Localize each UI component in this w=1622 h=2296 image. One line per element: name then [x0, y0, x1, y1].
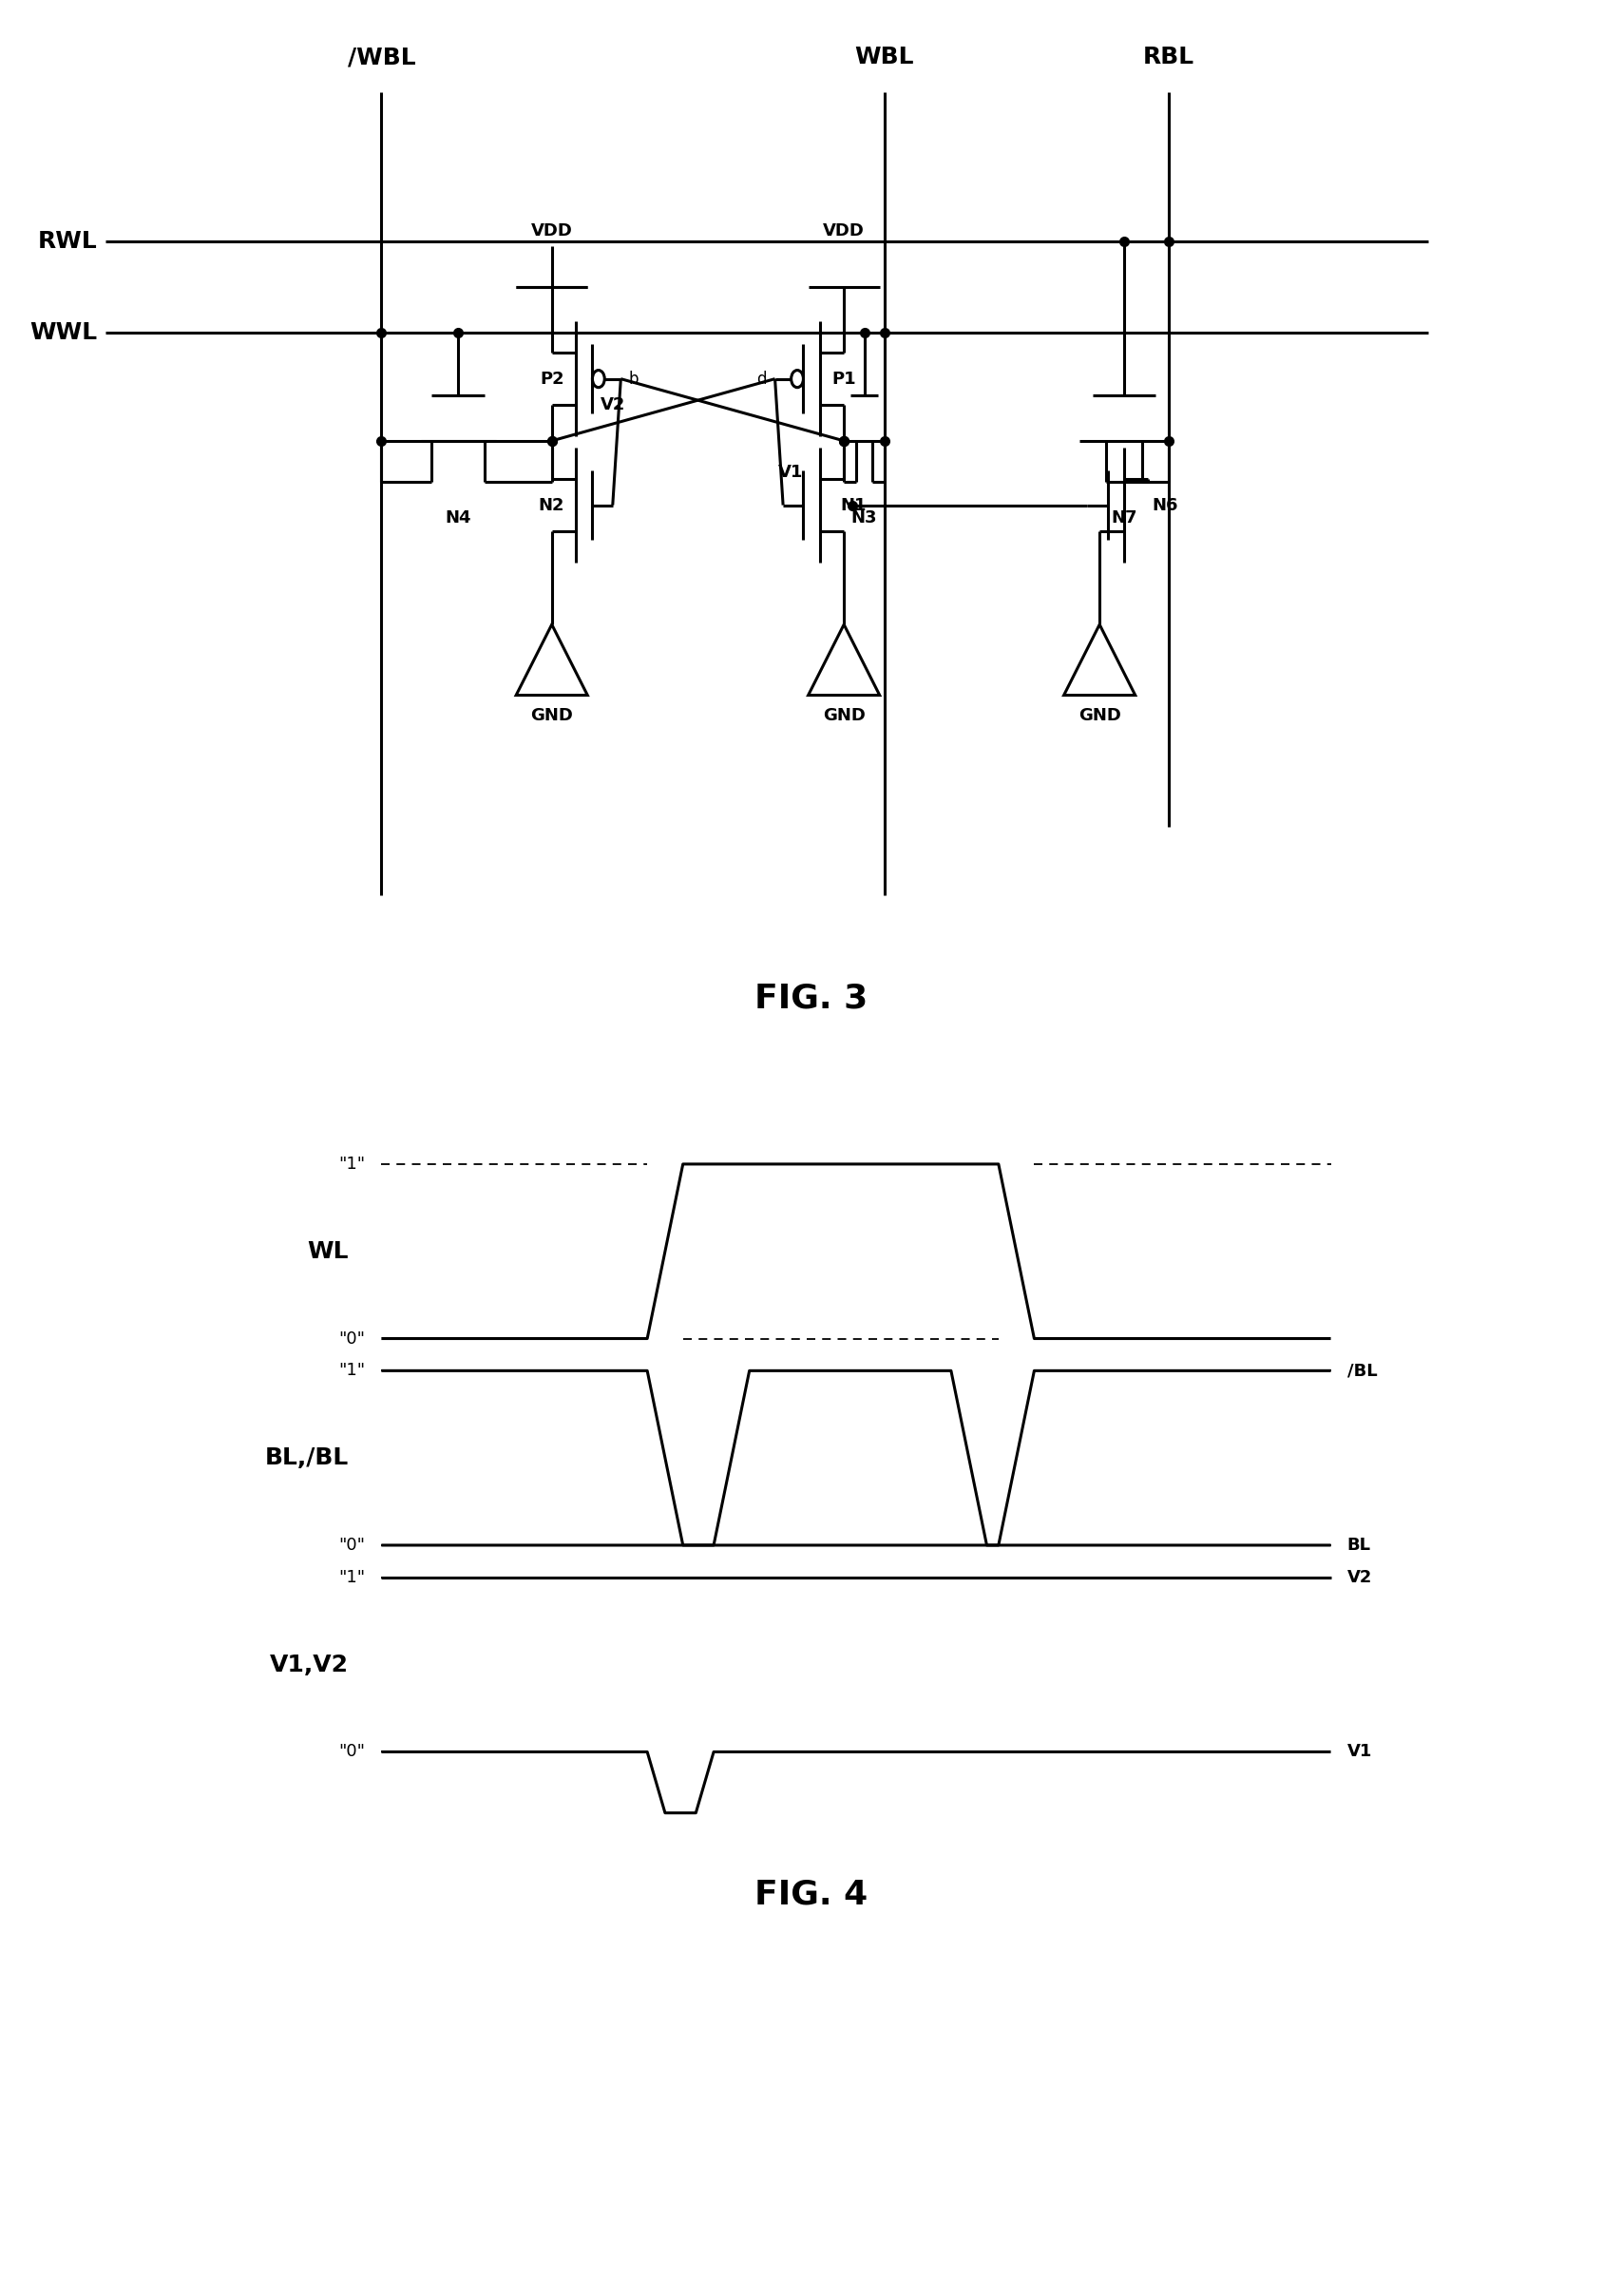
- Text: "0": "0": [339, 1329, 365, 1348]
- Text: RWL: RWL: [37, 230, 97, 253]
- Text: V2: V2: [1346, 1568, 1371, 1587]
- Text: P2: P2: [539, 370, 564, 388]
- Text: BL,/BL: BL,/BL: [264, 1446, 349, 1469]
- Text: N3: N3: [850, 510, 878, 526]
- Text: WBL: WBL: [855, 46, 913, 69]
- Text: N4: N4: [444, 510, 470, 526]
- Text: WWL: WWL: [29, 321, 97, 344]
- Text: GND: GND: [1077, 707, 1121, 723]
- Text: d: d: [756, 370, 767, 388]
- Text: "0": "0": [339, 1536, 365, 1554]
- Text: VDD: VDD: [530, 223, 573, 239]
- Text: RBL: RBL: [1142, 46, 1194, 69]
- Text: N6: N6: [1152, 496, 1178, 514]
- Text: FIG. 4: FIG. 4: [754, 1878, 868, 1910]
- Text: "0": "0": [339, 1743, 365, 1761]
- Text: GND: GND: [822, 707, 865, 723]
- Text: V2: V2: [600, 397, 624, 413]
- Text: N1: N1: [840, 496, 866, 514]
- Text: V1: V1: [779, 464, 803, 480]
- Text: N2: N2: [537, 496, 564, 514]
- Text: N7: N7: [1109, 510, 1137, 526]
- Text: "1": "1": [339, 1155, 365, 1173]
- Text: /WBL: /WBL: [347, 46, 415, 69]
- Text: b: b: [629, 370, 639, 388]
- Text: P1: P1: [830, 370, 856, 388]
- Text: FIG. 3: FIG. 3: [754, 983, 868, 1015]
- Text: V1,V2: V1,V2: [269, 1653, 349, 1676]
- Text: BL: BL: [1346, 1536, 1371, 1554]
- Text: V1: V1: [1346, 1743, 1371, 1761]
- Text: GND: GND: [530, 707, 573, 723]
- Text: /BL: /BL: [1346, 1362, 1377, 1380]
- Text: "1": "1": [339, 1568, 365, 1587]
- Text: "1": "1": [339, 1362, 365, 1380]
- Text: VDD: VDD: [822, 223, 865, 239]
- Text: WL: WL: [308, 1240, 349, 1263]
